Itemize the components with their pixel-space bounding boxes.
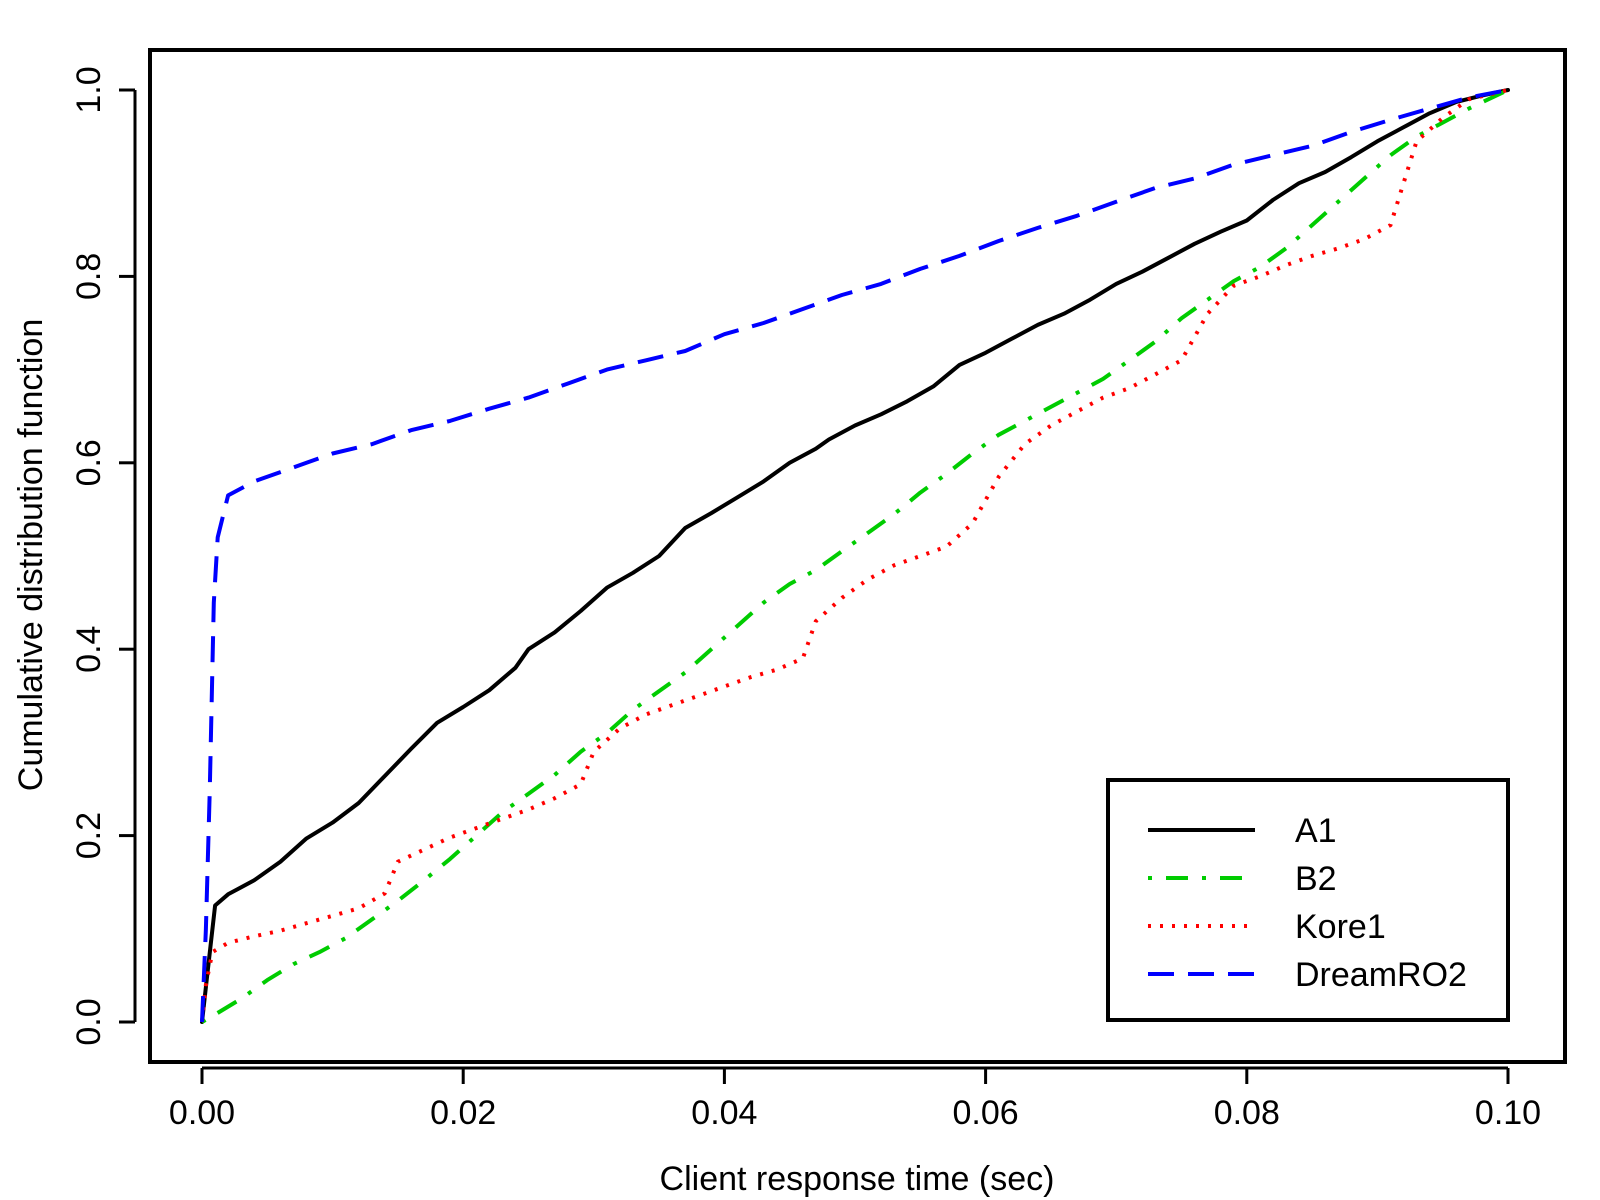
legend-label-b2: B2 (1295, 860, 1337, 898)
series-layer (200, 88, 1510, 1024)
series-line-a1 (200, 88, 1510, 1024)
legend-label-kore1: Kore1 (1295, 908, 1386, 946)
x-tick-label: 0.08 (1214, 1094, 1280, 1132)
y-axis-title: Cumulative distribution function (12, 319, 50, 791)
y-tick-label: 0.2 (70, 812, 108, 859)
legend-label-a1: A1 (1295, 812, 1337, 850)
x-tick-label: 0.04 (691, 1094, 757, 1132)
y-tick-label: 0.6 (70, 439, 108, 486)
x-axis-title: Client response time (sec) (660, 1160, 1055, 1198)
x-tick-label: 0.02 (430, 1094, 496, 1132)
x-axis: 0.00 0.02 0.04 0.06 0.08 0.10 (169, 1066, 1541, 1132)
series-line-b2 (201, 88, 1509, 1024)
series-line-kore1 (200, 88, 1509, 1023)
legend: A1 B2 Kore1 DreamRO2 (1106, 778, 1510, 1022)
y-axis: 0.0 0.2 0.4 0.6 0.8 1.0 (70, 66, 137, 1046)
legend-label-dreamro2: DreamRO2 (1295, 956, 1467, 994)
x-tick-label: 0.06 (953, 1094, 1019, 1132)
series-line-dreamro2 (200, 88, 1509, 1023)
plot-area-border (148, 48, 1567, 1064)
y-tick-label: 1.0 (70, 66, 108, 113)
y-tick-label: 0.8 (70, 253, 108, 300)
y-tick-label: 0.4 (70, 626, 108, 673)
x-tick-label: 0.10 (1475, 1094, 1541, 1132)
x-tick-label: 0.00 (169, 1094, 235, 1132)
y-tick-label: 0.0 (70, 998, 108, 1045)
legend-box (1106, 778, 1510, 1022)
